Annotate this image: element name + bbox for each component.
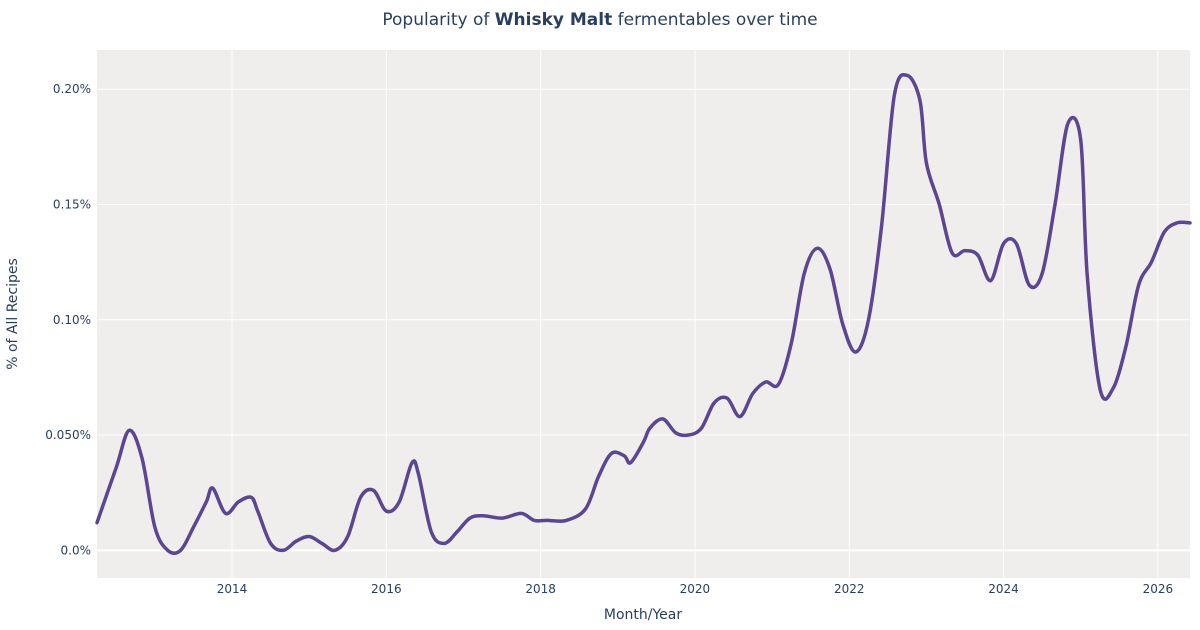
x-tick-label: 2016 [371, 582, 402, 596]
x-tick-label: 2020 [680, 582, 711, 596]
y-tick-label: 0.15% [53, 197, 91, 211]
x-tick-label: 2014 [217, 582, 248, 596]
x-tick-label: 2026 [1143, 582, 1174, 596]
chart-title-bold: Whisky Malt [495, 10, 612, 30]
x-axis-title: Month/Year [604, 607, 682, 623]
y-tick-label: 0.0% [61, 543, 92, 557]
x-tick-label: 2022 [834, 582, 865, 596]
y-tick-label: 0.10% [53, 313, 91, 327]
series-line [95, 73, 1192, 555]
chart-title: Popularity of Whisky Malt fermentables o… [382, 10, 817, 30]
chart-title-suffix: fermentables over time [612, 10, 817, 30]
x-tick-label: 2018 [525, 582, 556, 596]
x-tick-label: 2024 [988, 582, 1019, 596]
y-gridlines [97, 88, 1190, 552]
plot-area [97, 50, 1190, 578]
x-gridlines [231, 50, 1159, 578]
y-tick-label: 0.20% [53, 82, 91, 96]
chart-title-prefix: Popularity of [382, 10, 494, 30]
y-tick-label: 0.050% [45, 428, 91, 442]
y-axis-title: % of All Recipes [5, 258, 21, 370]
x-tick-labels: 2014 2016 2018 2020 2022 2024 2026 [217, 582, 1173, 596]
y-tick-labels: 0.0% 0.050% 0.10% 0.15% 0.20% [45, 82, 91, 557]
